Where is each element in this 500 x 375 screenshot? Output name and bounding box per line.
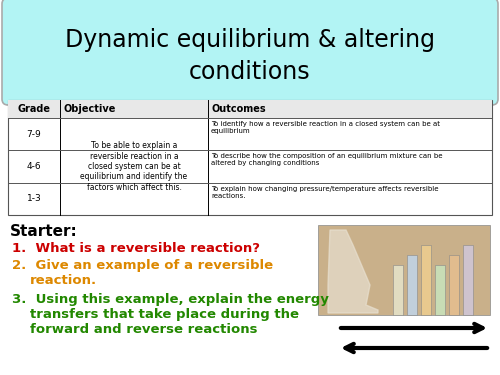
FancyBboxPatch shape (2, 0, 498, 105)
Text: 4-6: 4-6 (26, 162, 42, 171)
Bar (326, 233, 482, 307)
Bar (320, 227, 488, 313)
Bar (318, 225, 490, 315)
Bar (435, 265, 445, 315)
Text: 1-3: 1-3 (26, 194, 42, 203)
Text: Starter:: Starter: (10, 224, 78, 239)
Text: Outcomes: Outcomes (212, 104, 266, 114)
Text: Grade: Grade (18, 104, 50, 114)
Text: To identify how a reversible reaction in a closed system can be at
equilibrium: To identify how a reversible reaction in… (211, 121, 440, 134)
Bar (407, 255, 417, 315)
Text: Dynamic equilibrium & altering: Dynamic equilibrium & altering (65, 28, 435, 52)
Bar (322, 229, 486, 311)
Bar (449, 255, 459, 315)
Text: To be able to explain a
reversible reaction in a
closed system can be at
equilib: To be able to explain a reversible react… (80, 141, 188, 192)
Text: conditions: conditions (189, 60, 311, 84)
Polygon shape (328, 230, 378, 313)
Bar (324, 231, 484, 309)
Text: 1.  What is a reversible reaction?: 1. What is a reversible reaction? (12, 242, 260, 255)
Bar (318, 225, 490, 315)
Text: transfers that take place during the: transfers that take place during the (30, 308, 299, 321)
Text: Objective: Objective (64, 104, 116, 114)
Text: 3.  Using this example, explain the energy: 3. Using this example, explain the energ… (12, 293, 329, 306)
Text: forward and reverse reactions: forward and reverse reactions (30, 323, 258, 336)
Text: reaction.: reaction. (30, 274, 97, 287)
Bar (421, 245, 431, 315)
Bar (8, 100, 492, 215)
Text: To describe how the composition of an equilibrium mixture can be
altered by chan: To describe how the composition of an eq… (211, 153, 442, 166)
Text: 2.  Give an example of a reversible: 2. Give an example of a reversible (12, 259, 273, 272)
Bar (463, 245, 473, 315)
Text: To explain how changing pressure/temperature affects reversible
reactions.: To explain how changing pressure/tempera… (211, 186, 438, 199)
Bar (8, 100, 492, 118)
Text: 7-9: 7-9 (26, 130, 42, 139)
Bar (393, 265, 403, 315)
